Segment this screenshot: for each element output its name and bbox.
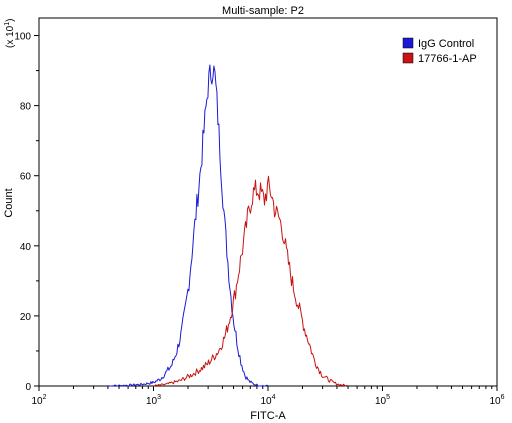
chart-title: Multi-sample: P2 xyxy=(222,5,304,17)
series-line-17766-1-ap xyxy=(153,175,348,387)
y-axis-label: Count xyxy=(3,188,15,217)
series-lines xyxy=(107,64,348,387)
legend-label-igg-control: IgG Control xyxy=(418,38,474,50)
x-tick-label: 106 xyxy=(489,394,504,407)
y-tick-label: 60 xyxy=(20,172,32,183)
y-axis: 0 20 40 60 80 100 xyxy=(14,32,39,393)
y-tick-label: 100 xyxy=(14,32,31,43)
legend-swatch-17766-1-ap xyxy=(402,52,414,64)
y-tick-label: 80 xyxy=(20,102,32,113)
x-axis-label: FITC-A xyxy=(250,410,286,422)
legend-label-17766-1-ap: 17766-1-AP xyxy=(418,53,477,65)
legend: IgG Control 17766-1-AP xyxy=(402,37,477,65)
series-line-igg-control xyxy=(107,64,269,387)
x-axis: 102 103 104 105 106 xyxy=(31,386,505,407)
plot-frame xyxy=(38,17,498,387)
legend-swatch-igg-control xyxy=(402,37,414,49)
y-scale-note: (x 101) xyxy=(4,19,16,48)
x-tick-label: 104 xyxy=(260,394,275,407)
svg-text:(x 101): (x 101) xyxy=(4,19,16,48)
y-tick-label: 0 xyxy=(25,382,31,393)
x-tick-label: 102 xyxy=(31,394,46,407)
y-tick-label: 20 xyxy=(20,312,32,323)
x-tick-label: 105 xyxy=(375,394,390,407)
y-tick-label: 40 xyxy=(20,242,32,253)
x-tick-label: 103 xyxy=(146,394,161,407)
